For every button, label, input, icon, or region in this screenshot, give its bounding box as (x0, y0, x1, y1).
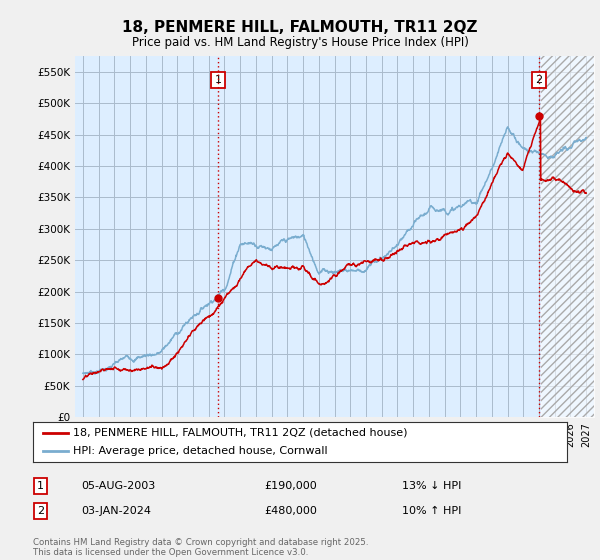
Text: 13% ↓ HPI: 13% ↓ HPI (402, 481, 461, 491)
Text: 18, PENMERE HILL, FALMOUTH, TR11 2QZ: 18, PENMERE HILL, FALMOUTH, TR11 2QZ (122, 20, 478, 35)
Text: Price paid vs. HM Land Registry's House Price Index (HPI): Price paid vs. HM Land Registry's House … (131, 36, 469, 49)
Text: 1: 1 (37, 481, 44, 491)
Text: £190,000: £190,000 (264, 481, 317, 491)
Text: Contains HM Land Registry data © Crown copyright and database right 2025.
This d: Contains HM Land Registry data © Crown c… (33, 538, 368, 557)
Text: 05-AUG-2003: 05-AUG-2003 (81, 481, 155, 491)
Text: 03-JAN-2024: 03-JAN-2024 (81, 506, 151, 516)
Text: 2: 2 (536, 75, 542, 85)
Text: £480,000: £480,000 (264, 506, 317, 516)
Text: 1: 1 (214, 75, 221, 85)
Text: 10% ↑ HPI: 10% ↑ HPI (402, 506, 461, 516)
Text: HPI: Average price, detached house, Cornwall: HPI: Average price, detached house, Corn… (73, 446, 328, 456)
Text: 18, PENMERE HILL, FALMOUTH, TR11 2QZ (detached house): 18, PENMERE HILL, FALMOUTH, TR11 2QZ (de… (73, 428, 407, 437)
Text: 2: 2 (37, 506, 44, 516)
